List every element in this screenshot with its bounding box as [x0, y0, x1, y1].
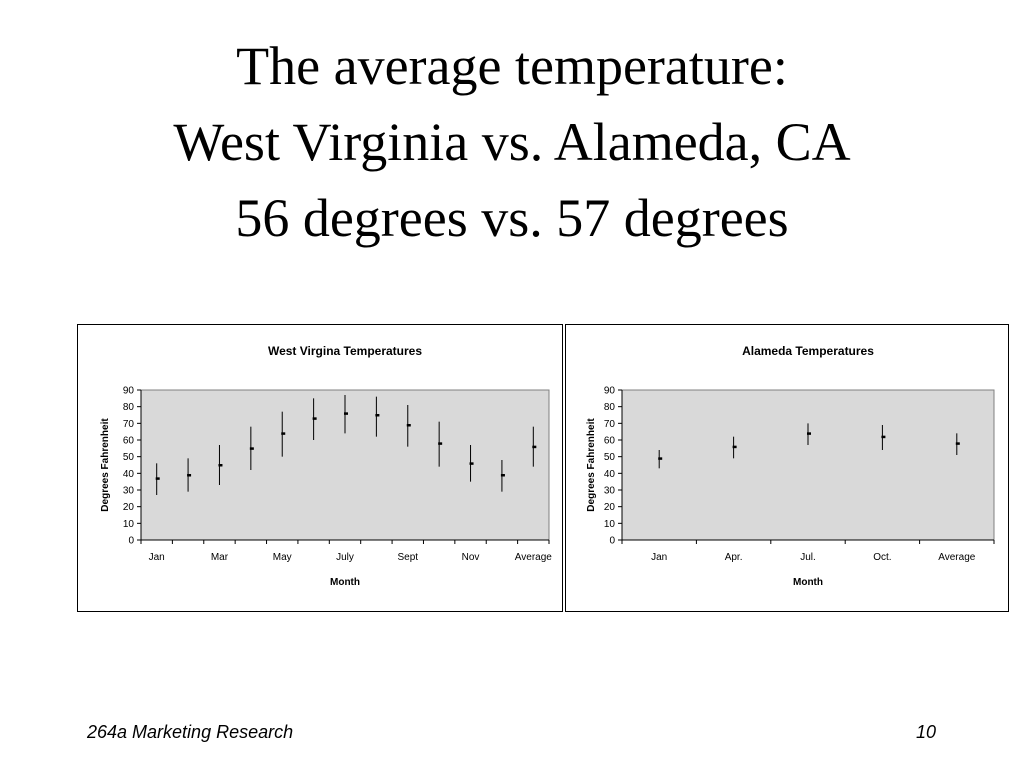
wv-x-tick-label: July [336, 552, 354, 563]
west-virginia-chart-svg: West Virgina Temperatures 0 10 20 30 40 50 60 70… [100, 344, 553, 588]
alameda-y-tick-label: 90 [604, 386, 616, 397]
wv-y-tick-label: 50 [123, 452, 135, 463]
alameda-y-tick-label: 80 [604, 402, 616, 413]
title-line-1: The average temperature: [236, 36, 788, 96]
west-virginia-chart: West Virgina Temperatures 0 10 20 30 40 50 60 70… [77, 324, 563, 612]
alameda-plot-area [621, 389, 995, 541]
alameda-y-tick-label: 60 [604, 436, 616, 447]
wv-average-marker [500, 474, 505, 477]
alameda-y-tick-label: 10 [604, 519, 616, 530]
wv-y-tick-label: 20 [123, 502, 135, 513]
wv-y-tick-label: 70 [123, 419, 135, 430]
wv-chart-title: West Virgina Temperatures [268, 344, 422, 358]
wv-average-marker [249, 447, 254, 450]
wv-average-marker [438, 442, 443, 445]
alameda-y-tick-label: 30 [604, 486, 616, 497]
wv-y-tick-label: 40 [123, 469, 135, 480]
wv-y-tick-label: 10 [123, 519, 135, 530]
wv-y-tick-label: 60 [123, 436, 135, 447]
wv-average-marker [469, 462, 474, 465]
alameda-average-marker [807, 432, 811, 435]
page-number: 10 [916, 722, 937, 742]
alameda-average-marker [955, 442, 960, 445]
wv-average-marker [406, 424, 411, 427]
wv-y-tick-label: 0 [128, 536, 134, 547]
wv-y-tick-label: 80 [123, 402, 135, 413]
wv-y-axis-title: Degrees Fahrenheit [100, 418, 111, 512]
alameda-average-marker [658, 457, 663, 460]
wv-average-marker [532, 445, 537, 449]
wv-x-tick-label: Average [515, 552, 553, 563]
wv-average-marker [281, 432, 286, 435]
alameda-x-tick-label: Average [938, 552, 976, 563]
wv-average-marker [218, 464, 223, 467]
wv-x-tick-label: Jan [149, 552, 165, 563]
alameda-y-tick-label: 50 [604, 452, 616, 463]
alameda-average-marker [881, 435, 886, 439]
slide-title: The average temperature: West Virginia v… [0, 28, 1024, 256]
wv-y-tick-label: 90 [123, 386, 135, 397]
alameda-y-axis-title: Degrees Fahrenheit [586, 418, 597, 512]
wv-average-marker [155, 477, 160, 480]
wv-average-marker [187, 474, 192, 477]
wv-x-tick-label: Nov [462, 552, 480, 563]
wv-x-tick-label: May [273, 552, 292, 563]
alameda-x-tick-label: Oct. [873, 552, 891, 563]
alameda-x-tick-label: Jan [651, 552, 667, 563]
alameda-average-marker [732, 445, 737, 449]
wv-average-marker [344, 412, 348, 415]
wv-average-marker [312, 417, 317, 420]
alameda-chart-svg: Alameda Temperatures 0 10 20 30 40 50 60 70 80 90 J… [586, 344, 995, 588]
alameda-x-axis-title: Month [793, 577, 823, 588]
wv-average-marker [375, 414, 380, 417]
title-line-2: West Virginia vs. Alameda, CA [173, 112, 851, 172]
alameda-y-tick-label: 40 [604, 469, 616, 480]
alameda-y-tick-label: 70 [604, 419, 616, 430]
footer-course-name: 264a Marketing Research [87, 722, 294, 742]
alameda-y-tick-label: 0 [609, 536, 615, 547]
alameda-y-tick-label: 20 [604, 502, 616, 513]
wv-x-axis-title: Month [330, 577, 360, 588]
wv-x-tick-label: Sept [397, 552, 418, 563]
wv-x-tick-label: Mar [211, 552, 229, 563]
alameda-chart: Alameda Temperatures 0 10 20 30 40 50 60 70 80 90 J… [565, 324, 1009, 612]
alameda-chart-title: Alameda Temperatures [742, 344, 874, 358]
wv-y-tick-label: 30 [123, 486, 135, 497]
title-line-3: 56 degrees vs. 57 degrees [235, 188, 789, 248]
alameda-x-tick-label: Jul. [800, 552, 816, 563]
alameda-x-tick-label: Apr. [725, 552, 743, 563]
